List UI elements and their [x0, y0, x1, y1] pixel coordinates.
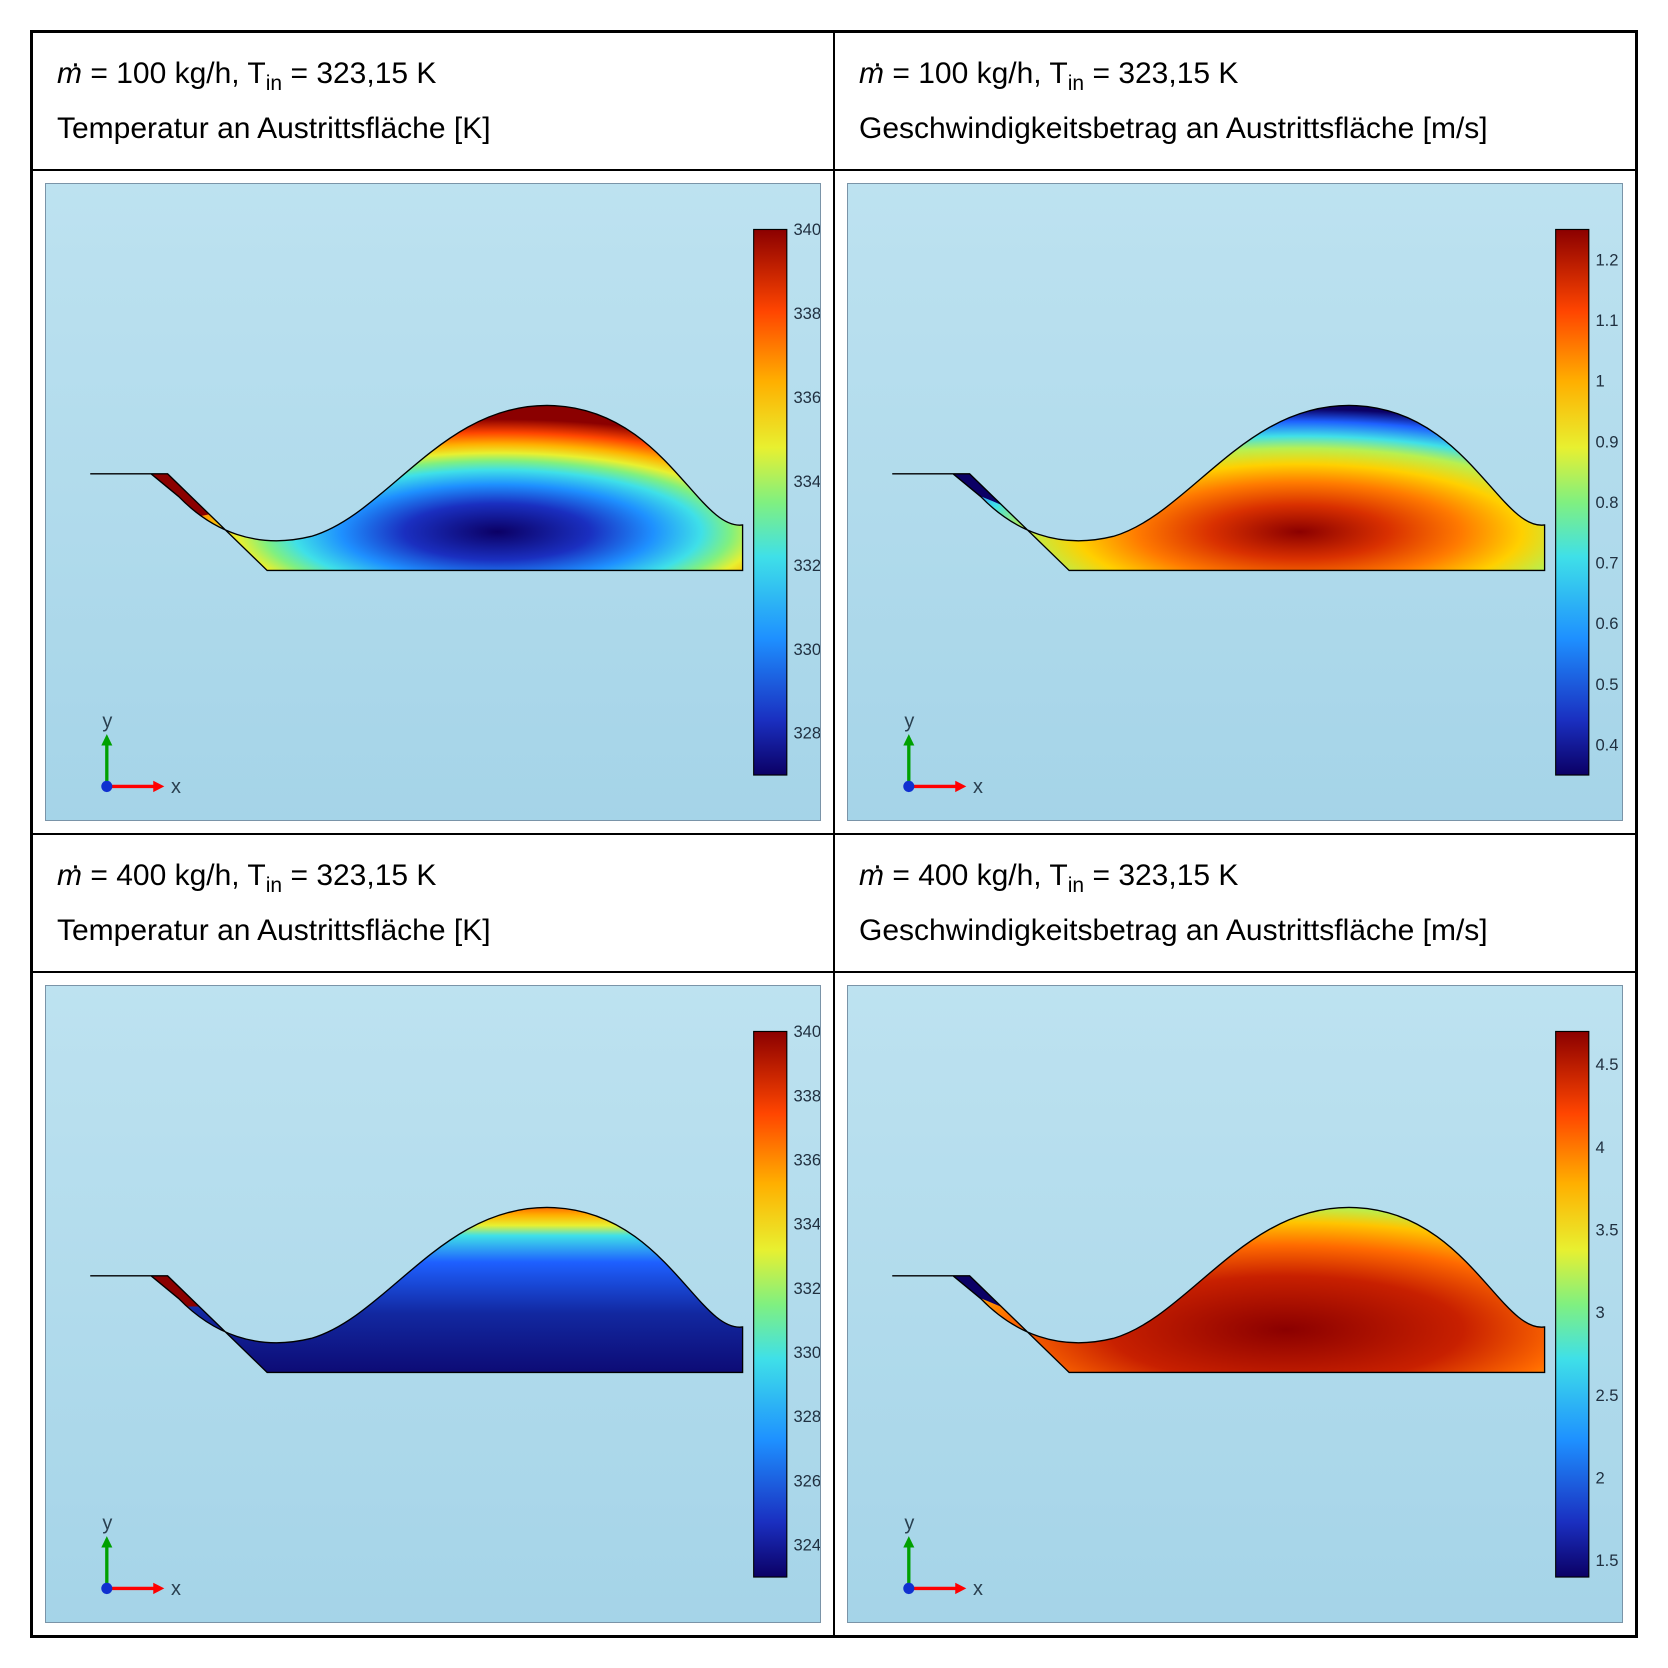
- svg-text:x: x: [973, 1577, 983, 1599]
- simulation-svg: 0.4 0.5 0.6 0.7 0.8 0.9 1 1.1 1.2 y x: [848, 184, 1622, 821]
- svg-text:y: y: [102, 1512, 113, 1534]
- svg-text:330: 330: [793, 639, 820, 658]
- svg-text:326: 326: [793, 1471, 820, 1490]
- svg-text:0.7: 0.7: [1595, 553, 1618, 572]
- svg-text:1.5: 1.5: [1595, 1550, 1618, 1569]
- svg-text:340: 340: [793, 1021, 820, 1040]
- params-tl: m = 100 kg/h, Tin = 323,15 K: [57, 51, 809, 100]
- params-bl: m = 400 kg/h, Tin = 323,15 K: [57, 853, 809, 902]
- svg-text:334: 334: [793, 471, 820, 490]
- svg-text:330: 330: [793, 1342, 820, 1361]
- svg-text:338: 338: [793, 303, 820, 322]
- svg-text:x: x: [171, 1577, 181, 1599]
- svg-text:1: 1: [1595, 371, 1604, 390]
- svg-text:334: 334: [793, 1214, 820, 1233]
- quantity-tr: Geschwindigkeitsbetrag an Austrittsfläch…: [859, 106, 1611, 151]
- svg-text:x: x: [171, 775, 181, 797]
- svg-text:y: y: [904, 1512, 915, 1534]
- svg-text:0.4: 0.4: [1595, 735, 1618, 754]
- svg-text:1.2: 1.2: [1595, 250, 1618, 269]
- header-br: m = 400 kg/h, Tin = 323,15 K Geschwindig…: [834, 834, 1636, 972]
- svg-text:1.1: 1.1: [1595, 310, 1618, 329]
- svg-text:0.8: 0.8: [1595, 492, 1618, 511]
- quantity-tl: Temperatur an Austrittsfläche [K]: [57, 106, 809, 151]
- quantity-bl: Temperatur an Austrittsfläche [K]: [57, 908, 809, 953]
- quantity-br: Geschwindigkeitsbetrag an Austrittsfläch…: [859, 908, 1611, 953]
- params-br: m = 400 kg/h, Tin = 323,15 K: [859, 853, 1611, 902]
- svg-text:340: 340: [793, 219, 820, 238]
- svg-text:328: 328: [793, 723, 820, 742]
- svg-text:332: 332: [793, 555, 820, 574]
- svg-text:y: y: [102, 710, 113, 732]
- svg-text:332: 332: [793, 1278, 820, 1297]
- svg-text:3: 3: [1595, 1302, 1604, 1321]
- header-bl: m = 400 kg/h, Tin = 323,15 K Temperatur …: [32, 834, 834, 972]
- svg-text:y: y: [904, 710, 915, 732]
- svg-text:0.9: 0.9: [1595, 432, 1618, 451]
- plot-tr: 0.4 0.5 0.6 0.7 0.8 0.9 1 1.1 1.2 y x: [834, 170, 1636, 835]
- svg-text:4: 4: [1595, 1137, 1604, 1156]
- svg-text:0.5: 0.5: [1595, 674, 1618, 693]
- svg-text:3.5: 3.5: [1595, 1220, 1618, 1239]
- simulation-grid: m = 100 kg/h, Tin = 323,15 K Temperatur …: [30, 30, 1638, 1638]
- header-tl: m = 100 kg/h, Tin = 323,15 K Temperatur …: [32, 32, 834, 170]
- svg-text:x: x: [973, 775, 983, 797]
- svg-text:336: 336: [793, 387, 820, 406]
- svg-text:2: 2: [1595, 1468, 1604, 1487]
- plot-tl: 328 330 332 334 336 338 340 y x: [32, 170, 834, 835]
- svg-text:336: 336: [793, 1150, 820, 1169]
- svg-text:328: 328: [793, 1407, 820, 1426]
- simulation-svg: 1.5 2 2.5 3 3.5 4 4.5 y x: [848, 986, 1622, 1623]
- svg-text:0.6: 0.6: [1595, 613, 1618, 632]
- svg-text:324: 324: [793, 1535, 820, 1554]
- svg-text:4.5: 4.5: [1595, 1055, 1618, 1074]
- svg-text:2.5: 2.5: [1595, 1385, 1618, 1404]
- plot-bl: 324 326 328 330 332 334 336 338 340 y x: [32, 972, 834, 1637]
- simulation-svg: 328 330 332 334 336 338 340 y x: [46, 184, 820, 821]
- header-tr: m = 100 kg/h, Tin = 323,15 K Geschwindig…: [834, 32, 1636, 170]
- params-tr: m = 100 kg/h, Tin = 323,15 K: [859, 51, 1611, 100]
- svg-text:338: 338: [793, 1086, 820, 1105]
- plot-br: 1.5 2 2.5 3 3.5 4 4.5 y x: [834, 972, 1636, 1637]
- simulation-svg: 324 326 328 330 332 334 336 338 340 y x: [46, 986, 820, 1623]
